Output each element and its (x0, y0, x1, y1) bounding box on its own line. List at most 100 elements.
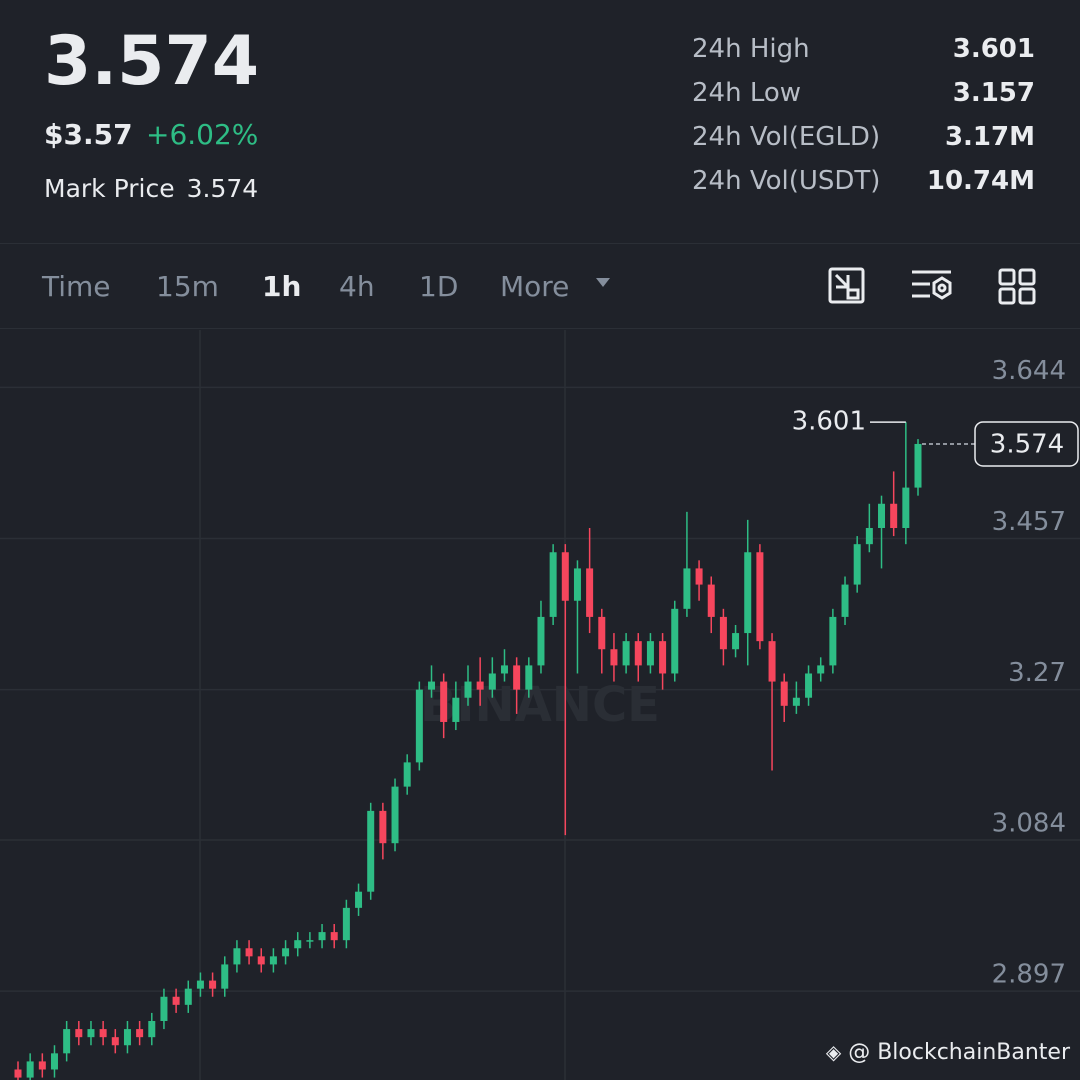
candle-body (26, 1061, 34, 1078)
watermark-credit: @ BlockchainBanter (848, 1040, 1070, 1065)
candle-body (14, 1069, 22, 1078)
candle-body (561, 552, 569, 601)
candle-body (87, 1029, 95, 1038)
candle-body (99, 1029, 107, 1038)
y-tick-label: 3.084 (992, 808, 1066, 838)
candlestick-chart: 3.644 3.457 3.27 3.084 2.897 BINANCE 3.601 3.57… (0, 330, 1080, 1080)
candle-body (841, 584, 849, 617)
candle-body (282, 948, 290, 957)
candle-body (428, 681, 436, 690)
interval-tab[interactable]: More (500, 270, 570, 303)
candle-body (586, 568, 594, 617)
candle-body (634, 641, 642, 666)
candle-body (695, 568, 703, 585)
candle-body (476, 681, 484, 690)
candle-body (184, 988, 192, 1005)
candle-body (123, 1029, 131, 1046)
candle-body (488, 673, 496, 690)
candle-body (914, 443, 922, 488)
candle-body (196, 980, 204, 989)
candle-body (233, 948, 241, 965)
candle-body (342, 907, 350, 941)
watermark: BINANCE (420, 677, 660, 733)
candle-body (391, 786, 399, 844)
candle-body (136, 1029, 144, 1038)
candle-body (415, 689, 423, 763)
stat-label: 24h Low (692, 78, 802, 108)
y-tick-label: 3.27 (1008, 658, 1066, 688)
candle-body (853, 544, 861, 585)
last-price: 3.574 (44, 22, 260, 101)
candle-body (75, 1029, 83, 1038)
icon-settings[interactable] (912, 270, 952, 300)
candle-body (865, 528, 873, 545)
candle-body (209, 980, 217, 989)
interval-tab[interactable]: 1D (419, 270, 459, 303)
candle-body (719, 616, 727, 650)
candle-body (659, 641, 667, 674)
candle-body (683, 568, 691, 609)
candle-body (403, 762, 411, 787)
candle-body (379, 810, 387, 844)
y-tick-label: 3.644 (992, 356, 1066, 386)
last-price-label: 3.574 (990, 429, 1064, 459)
candle-body (610, 649, 618, 666)
candle-body (732, 633, 740, 650)
candle-body (63, 1029, 71, 1054)
interval-tab[interactable]: 1h (262, 270, 302, 303)
candle-body (549, 552, 557, 617)
candle-body (878, 503, 886, 529)
candle-body (792, 697, 800, 706)
divider (0, 243, 1080, 244)
divider (0, 328, 1080, 329)
candle-body (707, 584, 715, 617)
price-change: +6.02% (146, 118, 259, 151)
candle-body (367, 810, 375, 892)
interval-tab[interactable]: 4h (339, 270, 375, 303)
candle-body (622, 641, 630, 666)
candle-body (513, 665, 521, 690)
dropdown-arrow (596, 278, 610, 287)
candle-body (318, 932, 326, 941)
stat-value: 3.157 (952, 78, 1035, 108)
candle-body (38, 1061, 46, 1070)
y-tick-label: 2.897 (992, 960, 1066, 990)
stat-label: 24h Vol(USDT) (692, 166, 881, 196)
interval-tab[interactable]: 15m (156, 270, 219, 303)
high-label: 3.601 (792, 407, 866, 437)
candle-body (805, 673, 813, 698)
candle-body (573, 568, 581, 601)
candle-body (829, 616, 837, 666)
candle-body (111, 1037, 119, 1046)
mark-price: Mark Price 3.574 (44, 174, 270, 203)
candle-body (780, 681, 788, 706)
candle-body (160, 996, 168, 1022)
usd-price: $3.57 (44, 118, 133, 151)
candle-body (257, 956, 265, 965)
mark-price-label: Mark Price (44, 174, 175, 203)
candle-body (500, 665, 508, 674)
candle-body (525, 665, 533, 690)
stat-label: 24h High (692, 34, 810, 64)
candle-body (452, 697, 460, 722)
candle-body (646, 641, 654, 666)
candle-body (537, 616, 545, 666)
candle-body (294, 940, 302, 949)
candle-body (221, 964, 229, 989)
candle-body (464, 681, 472, 698)
interval-tab[interactable]: Time (42, 270, 111, 303)
candle-body (306, 940, 314, 942)
candle-body (245, 948, 253, 957)
candle-body (172, 996, 180, 1005)
icon-layout[interactable] (998, 268, 1036, 305)
candle-body (330, 932, 338, 941)
y-tick-label: 3.457 (992, 507, 1066, 537)
candle-body (269, 956, 277, 965)
icon-fullscreen[interactable] (828, 267, 865, 304)
candle-body (50, 1053, 58, 1070)
candle-body (671, 608, 679, 674)
candle-body (817, 665, 825, 674)
mark-price-value: 3.574 (186, 174, 259, 203)
candle-body (902, 487, 910, 529)
candle-body (768, 641, 776, 682)
